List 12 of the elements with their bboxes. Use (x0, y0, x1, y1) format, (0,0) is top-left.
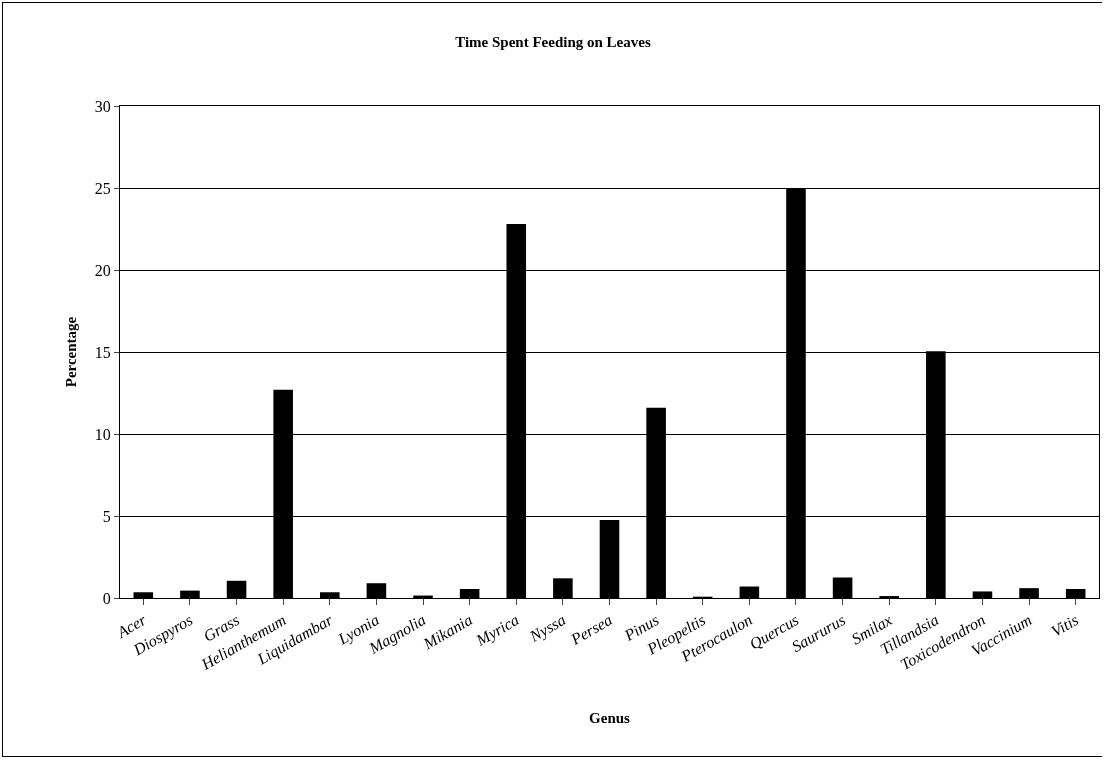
x-tick-label: Nyssa (525, 611, 569, 647)
y-tick-label: 20 (94, 261, 111, 279)
chart-title: Time Spent Feeding on Leaves (455, 34, 651, 51)
y-tick-label: 10 (94, 425, 111, 443)
y-tick-label: 0 (102, 589, 111, 607)
y-tick-label: 15 (94, 343, 111, 361)
x-tick-label: Vitis (1048, 611, 1082, 640)
y-axis-title: Percentage (63, 316, 80, 388)
y-tick-label: 30 (94, 97, 111, 115)
y-tick-label: 25 (94, 179, 111, 197)
y-tick-label: 5 (102, 507, 111, 525)
x-axis-title: Genus (589, 710, 631, 727)
